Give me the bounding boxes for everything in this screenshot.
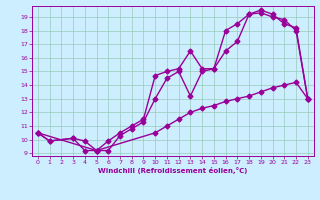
X-axis label: Windchill (Refroidissement éolien,°C): Windchill (Refroidissement éolien,°C) xyxy=(98,167,247,174)
